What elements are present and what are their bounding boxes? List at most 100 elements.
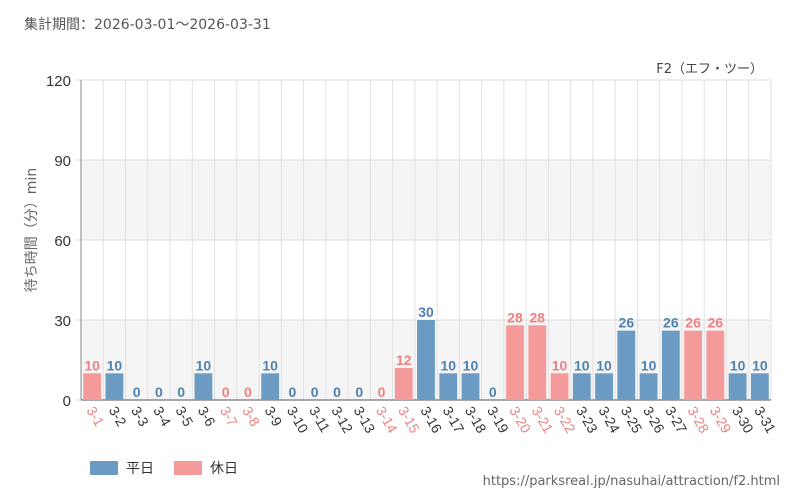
data-label: 0 [378,384,386,400]
x-tick-label: 3-3 [128,404,152,430]
data-label: 10 [641,357,657,373]
bar [728,373,747,400]
legend-holiday-swatch [174,461,202,475]
data-label: 10 [463,357,479,373]
x-tick-label: 3-8 [239,404,263,430]
bar [706,330,725,400]
bar [639,373,658,400]
bar [572,373,591,400]
x-tick-label: 3-30 [729,404,757,436]
x-tick-label: 3-10 [284,404,312,436]
data-label: 10 [730,357,746,373]
data-label: 10 [552,357,568,373]
data-label: 26 [685,315,701,331]
y-tick-label: 120 [46,73,71,90]
bar [750,373,769,400]
bar [194,373,213,400]
data-label: 0 [289,384,297,400]
bar [528,325,547,400]
x-tick-label: 3-11 [306,404,333,436]
x-tick-label: 3-6 [195,404,219,430]
data-label: 26 [619,315,635,331]
x-tick-label: 3-15 [395,404,423,436]
x-tick-label: 3-4 [150,404,174,430]
x-tick-label: 3-23 [573,404,601,436]
data-label: 28 [530,309,546,325]
data-label: 12 [396,352,412,368]
x-tick-label: 3-28 [684,404,712,436]
x-tick-label: 3-31 [751,404,779,436]
data-label: 30 [418,304,434,320]
x-tick-label: 3-19 [484,404,512,436]
bar [684,330,702,400]
x-tick-label: 3-16 [417,404,445,436]
data-label: 10 [107,357,123,373]
x-tick-label: 3-9 [262,404,286,430]
bar [394,368,413,400]
x-tick-label: 3-27 [662,404,690,436]
bar [83,373,102,400]
x-tick-label: 3-13 [351,404,379,436]
data-label: 10 [196,357,212,373]
x-tick-label: 3-21 [529,404,557,436]
x-tick-label: 3-12 [328,404,356,436]
bar [661,330,680,400]
legend-holiday: 休日 [174,458,238,478]
bar [261,373,280,400]
legend-weekday-swatch [90,461,118,475]
bar [439,373,458,400]
data-label: 0 [333,384,341,400]
x-tick-label: 3-5 [173,404,197,430]
bar [461,373,480,400]
data-label: 0 [133,384,141,400]
data-label: 10 [262,357,278,373]
data-label: 28 [507,309,523,325]
plot-band [81,240,771,320]
bar [595,373,613,400]
data-label: 0 [355,384,363,400]
data-label: 10 [574,357,590,373]
legend-holiday-label: 休日 [210,461,238,477]
data-label: 10 [84,357,100,373]
y-tick-label: 60 [54,233,71,250]
data-label: 0 [222,384,230,400]
plot-band [81,80,771,160]
data-label: 0 [244,384,252,400]
data-label: 26 [663,315,679,331]
x-tick-label: 3-26 [640,404,668,436]
chart-title: F2（エフ・ツー） [656,62,763,77]
period-label: 集計期間：2026-03-01〜2026-03-31 [24,17,271,33]
x-tick-label: 3-24 [595,404,623,436]
x-tick-label: 3-2 [106,404,130,430]
bar [506,325,524,400]
data-label: 0 [489,384,497,400]
x-tick-label: 3-22 [551,404,579,436]
y-tick-label: 90 [54,153,71,170]
source-url: https://parksreal.jp/nasuhai/attraction/… [482,474,780,489]
bar [617,330,636,400]
data-label: 10 [596,357,612,373]
y-tick-label: 0 [63,393,71,410]
x-tick-label: 3-25 [618,404,646,436]
x-tick-label: 3-20 [506,404,534,436]
bar [105,373,124,400]
x-tick-label: 3-29 [707,404,735,436]
x-tick-label: 3-17 [440,404,468,436]
y-tick-label: 30 [54,313,71,330]
plot-band [81,160,771,240]
data-label: 0 [311,384,319,400]
bar [417,320,435,400]
legend-weekday: 平日 [90,458,154,478]
data-label: 10 [440,357,456,373]
data-label: 26 [708,315,724,331]
data-label: 0 [155,384,163,400]
x-tick-label: 3-7 [217,404,241,430]
y-axis-label: 待ち時間（分）min [24,168,40,292]
data-label: 10 [752,357,768,373]
data-label: 0 [177,384,185,400]
legend-weekday-label: 平日 [126,461,154,477]
x-tick-label: 3-14 [373,404,401,436]
x-tick-label: 3-18 [462,404,490,436]
